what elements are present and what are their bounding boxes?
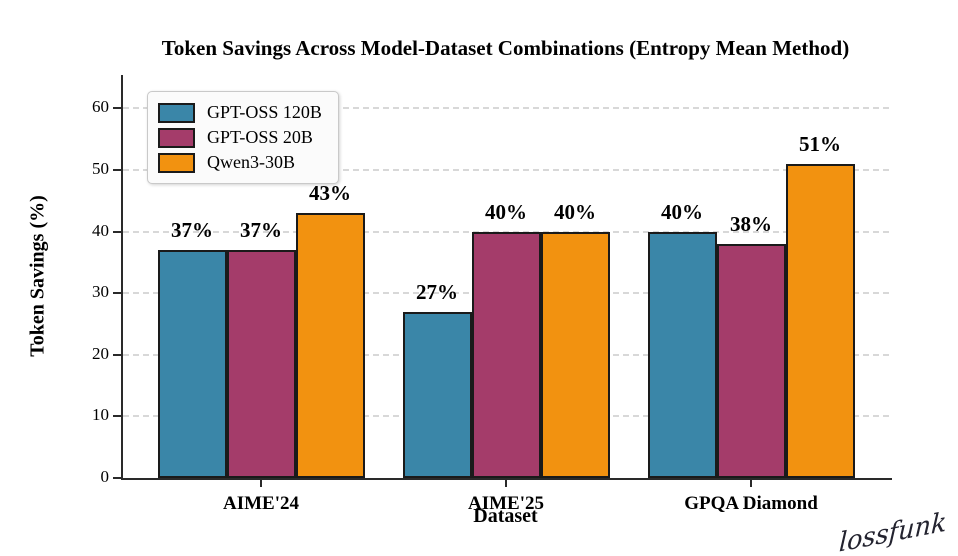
bar-value-label: 51% <box>799 131 841 156</box>
bar-value-label: 37% <box>240 218 282 243</box>
bar-Qwen3-30B-AIME'25 <box>540 231 610 478</box>
y-tick-mark <box>113 168 121 171</box>
legend-label: GPT-OSS 20B <box>207 127 313 147</box>
bar-GPT-OSS 120B-AIME'24 <box>157 250 227 478</box>
x-tick-mark <box>750 480 752 487</box>
legend-swatch-qwen3-30b <box>158 152 195 173</box>
legend-swatch-gpt-oss-20b <box>158 127 195 148</box>
y-tick-label: 0 <box>100 467 110 486</box>
bar-value-label: 38% <box>730 211 772 236</box>
y-tick-label: 10 <box>92 405 109 425</box>
legend-item: GPT-OSS 20B <box>158 125 322 150</box>
y-tick-label: 60 <box>92 97 109 117</box>
bar-value-label: 40% <box>661 199 703 224</box>
bar-GPT-OSS 120B-GPQA Diamond <box>647 231 717 478</box>
bar-value-label: 37% <box>171 218 213 243</box>
x-tick-mark <box>260 480 262 487</box>
legend-item: GPT-OSS 120B <box>158 100 322 125</box>
legend-label: GPT-OSS 120B <box>207 102 322 122</box>
y-tick-mark <box>113 292 121 295</box>
x-tick-label: AIME'24 <box>223 493 299 514</box>
legend-label: Qwen3-30B <box>207 152 295 172</box>
bar-value-label: 27% <box>416 279 458 304</box>
gridline-y-50 <box>123 168 892 171</box>
bar-value-label: 40% <box>485 199 527 224</box>
legend: GPT-OSS 120B GPT-OSS 20B Qwen3-30B <box>147 91 339 184</box>
bar-GPT-OSS 20B-GPQA Diamond <box>716 243 786 478</box>
bar-value-label: 40% <box>554 199 596 224</box>
legend-item: Qwen3-30B <box>158 150 322 175</box>
y-tick-label: 40 <box>92 220 109 240</box>
legend-swatch-gpt-oss-120b <box>158 102 195 123</box>
y-tick-mark <box>113 477 121 479</box>
x-axis-title: Dataset <box>473 505 538 527</box>
y-tick-label: 20 <box>92 343 109 363</box>
y-tick-mark <box>113 415 121 418</box>
y-tick-mark <box>113 230 121 233</box>
y-tick-label: 30 <box>92 282 109 302</box>
chart-title: Token Savings Across Model-Dataset Combi… <box>161 36 850 60</box>
y-tick-label: 50 <box>92 158 109 178</box>
y-axis-title: Token Savings (%) <box>26 195 49 357</box>
plot-area: GPT-OSS 120B GPT-OSS 20B Qwen3-30B 0 10 20… <box>92 75 892 514</box>
bar-GPT-OSS 120B-AIME'25 <box>402 311 472 478</box>
bar-Qwen3-30B-AIME'24 <box>295 213 365 478</box>
gridline-y-40 <box>123 230 892 233</box>
y-tick-mark <box>113 353 121 356</box>
bar-GPT-OSS 20B-AIME'24 <box>226 250 296 478</box>
bar-value-label: 43% <box>309 181 351 206</box>
x-tick-label: AIME'25 <box>468 493 544 514</box>
bar-Qwen3-30B-GPQA Diamond <box>785 163 855 478</box>
y-tick-mark <box>113 107 121 110</box>
x-tick-label: GPQA Diamond <box>684 493 818 514</box>
gridline-y-60 <box>123 107 892 110</box>
x-tick-mark <box>505 480 507 487</box>
bar-GPT-OSS 20B-AIME'25 <box>471 231 541 478</box>
